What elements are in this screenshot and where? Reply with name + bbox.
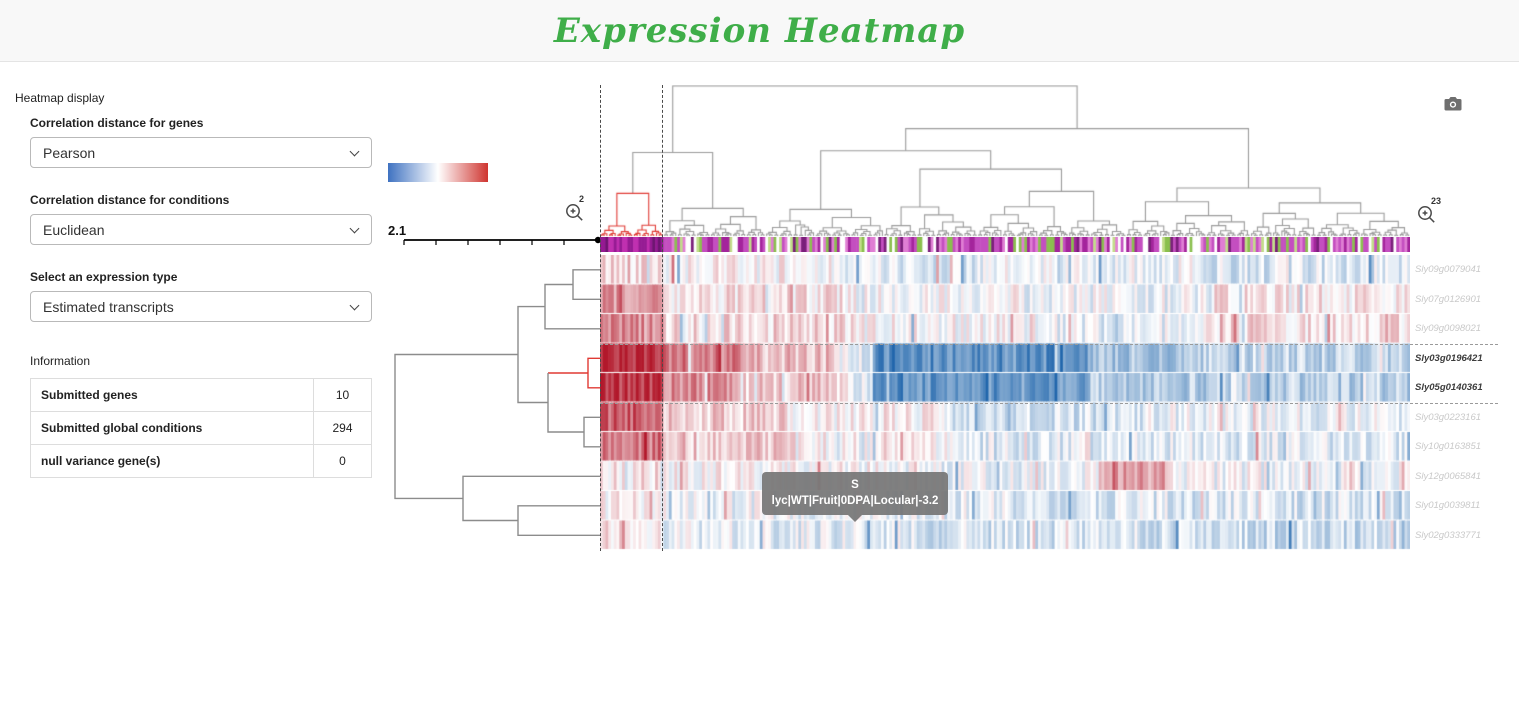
table-row: Submitted genes 10 — [30, 378, 372, 412]
info-row-label: null variance gene(s) — [30, 444, 314, 478]
table-row: null variance gene(s) 0 — [30, 444, 372, 478]
tooltip-text: S lyc|WT|Fruit|0DPA|Locular|-3.2 — [771, 479, 939, 507]
expression-type-value: Estimated transcripts — [43, 298, 174, 315]
condition-annotation-strip[interactable] — [600, 237, 1410, 252]
gene-label[interactable]: Sly09g0098021 — [1415, 323, 1482, 335]
gene-label[interactable]: Sly01g0039811 — [1415, 500, 1481, 512]
gene-label[interactable]: Sly07g0126901 — [1415, 293, 1482, 305]
gene-label[interactable]: Sly10g0163851 — [1415, 441, 1482, 453]
row-dendrogram-selected-branch[interactable] — [587, 357, 600, 389]
distance-threshold-value: 2.1 — [388, 223, 407, 238]
magnifier-icon — [1418, 206, 1432, 220]
selection-bottom-line — [600, 402, 1498, 404]
row-dendrogram-branch[interactable] — [583, 416, 600, 448]
selection-right-line — [662, 85, 663, 551]
conditions-distance-label: Correlation distance for conditions — [30, 193, 230, 207]
heatmap-panel: 2.1 2 23 — [388, 85, 1504, 585]
genes-distance-value: Pearson — [43, 144, 96, 161]
selection-left-line — [600, 85, 601, 551]
gene-label[interactable]: Sly02g0333771 — [1415, 529, 1482, 541]
expression-type-select[interactable]: Estimated transcripts — [30, 291, 372, 322]
zoom-in-left-button[interactable]: 2 — [564, 193, 590, 228]
info-row-value: 0 — [313, 444, 372, 478]
genes-distance-select[interactable]: Pearson — [30, 137, 372, 168]
color-scale-legend — [388, 163, 488, 182]
gene-label[interactable]: Sly05g0140361 — [1415, 382, 1483, 394]
row-dendrogram[interactable] — [388, 255, 600, 551]
app-header: Expression Heatmap — [0, 0, 1519, 62]
information-label: Information — [30, 354, 91, 368]
info-row-value: 10 — [313, 378, 372, 412]
chevron-down-icon — [349, 223, 360, 234]
row-dendrogram-branch[interactable] — [517, 505, 600, 536]
information-table: Submitted genes 10 Submitted global cond… — [30, 378, 372, 478]
heatmap-display-label: Heatmap display — [15, 91, 105, 105]
info-row-label: Submitted genes — [30, 378, 314, 412]
app-title: Expression Heatmap — [553, 10, 966, 51]
row-dendrogram-branch[interactable] — [394, 353, 518, 500]
info-row-label: Submitted global conditions — [30, 411, 314, 445]
magnifier-icon — [566, 204, 580, 218]
gene-label[interactable]: Sly12g0065841 — [1415, 470, 1482, 482]
conditions-distance-select[interactable]: Euclidean — [30, 214, 372, 245]
threshold-handle — [594, 236, 602, 244]
column-dendrogram[interactable] — [600, 85, 1410, 237]
expression-type-label: Select an expression type — [30, 270, 178, 284]
row-dendrogram-branch[interactable] — [462, 475, 600, 522]
selection-top-line — [600, 343, 1498, 345]
conditions-distance-value: Euclidean — [43, 221, 105, 238]
heatmap-tooltip: S lyc|WT|Fruit|0DPA|Locular|-3.2 — [762, 472, 948, 523]
zoom-left-badge: 2 — [579, 194, 584, 204]
row-dendrogram-branch[interactable] — [572, 269, 600, 300]
distance-axis[interactable] — [402, 232, 608, 248]
zoom-right-badge: 23 — [1431, 196, 1441, 206]
genes-distance-label: Correlation distance for genes — [30, 116, 204, 130]
gene-label[interactable]: Sly03g0196421 — [1415, 352, 1483, 364]
chevron-down-icon — [349, 146, 360, 157]
camera-icon[interactable] — [1444, 96, 1462, 116]
row-dendrogram-branch[interactable] — [547, 373, 584, 433]
table-row: Submitted global conditions 294 — [30, 411, 372, 445]
row-dendrogram-branch[interactable] — [517, 305, 548, 404]
chevron-down-icon — [349, 300, 360, 311]
zoom-in-right-button[interactable]: 23 — [1416, 195, 1448, 230]
tooltip-arrow — [848, 515, 862, 523]
gene-label[interactable]: Sly09g0079041 — [1415, 264, 1482, 276]
info-row-value: 294 — [313, 411, 372, 445]
gene-label[interactable]: Sly03g0223161 — [1415, 411, 1482, 423]
